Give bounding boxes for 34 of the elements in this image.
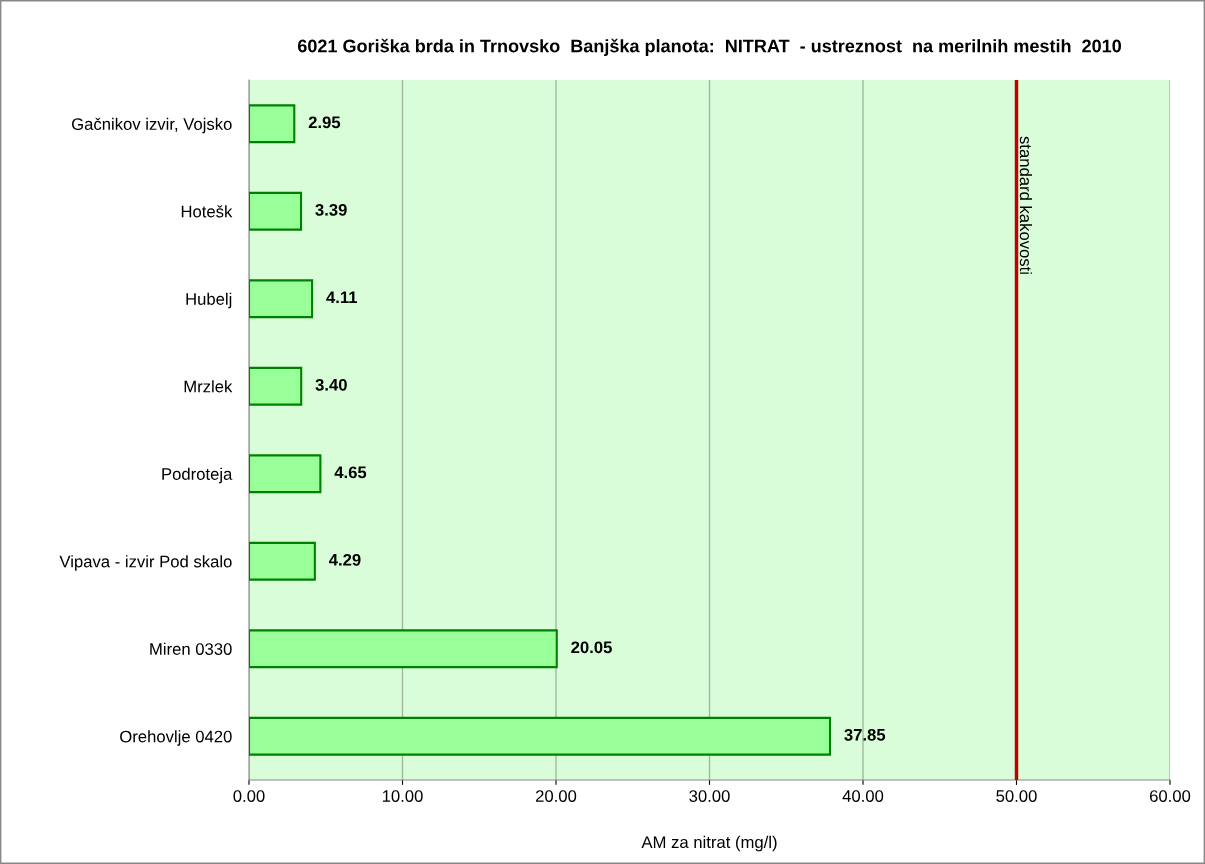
x-tick-label: 0.00	[233, 790, 265, 802]
x-tick-label: 40.00	[842, 790, 884, 802]
x-tick-label: 30.00	[689, 790, 730, 802]
data-label: 3.40	[315, 378, 347, 391]
data-label: 4.65	[334, 466, 367, 479]
y-tick-label: Hubelj	[186, 292, 232, 309]
y-tick-label: Mrzlek	[184, 380, 233, 393]
data-label: 4.29	[328, 553, 361, 566]
x-tick-label: 20.00	[535, 790, 577, 802]
chart-title: 6021 Goriška brda in Trnovsko Banjška planota: NITRAT - ustreznost na merilnih mestih 2010	[297, 38, 1122, 56]
bar	[249, 629, 558, 669]
y-tick-label: Vipava - izvir Pod skalo	[59, 555, 232, 571]
data-label: 2.95	[308, 116, 341, 129]
bar	[249, 191, 303, 231]
y-tick-label: Hotešk	[181, 205, 233, 218]
bar	[249, 366, 303, 406]
y-tick-label: Miren 0330	[150, 642, 232, 655]
ref-line-label: standard kakovosti	[1019, 136, 1033, 274]
data-label: 3.39	[315, 203, 347, 216]
y-tick-label: Orehovlje 0420	[120, 730, 232, 746]
bar	[249, 454, 322, 494]
data-label: 4.11	[326, 291, 358, 304]
x-axis-title: AM za nitrat (mg/l)	[641, 835, 777, 852]
bar	[249, 279, 314, 319]
x-tick-label: 10.00	[382, 790, 423, 802]
data-label: 20.05	[571, 641, 612, 654]
y-tick-label: Podroteja	[162, 467, 233, 484]
bar	[249, 104, 296, 144]
bar	[249, 541, 316, 581]
y-tick-label: Gačnikov izvir, Vojsko	[72, 117, 232, 134]
bar	[249, 716, 832, 756]
x-tick-label: 50.00	[996, 790, 1037, 802]
data-label: 37.85	[844, 728, 886, 741]
x-tick-label: 60.00	[1149, 790, 1191, 802]
